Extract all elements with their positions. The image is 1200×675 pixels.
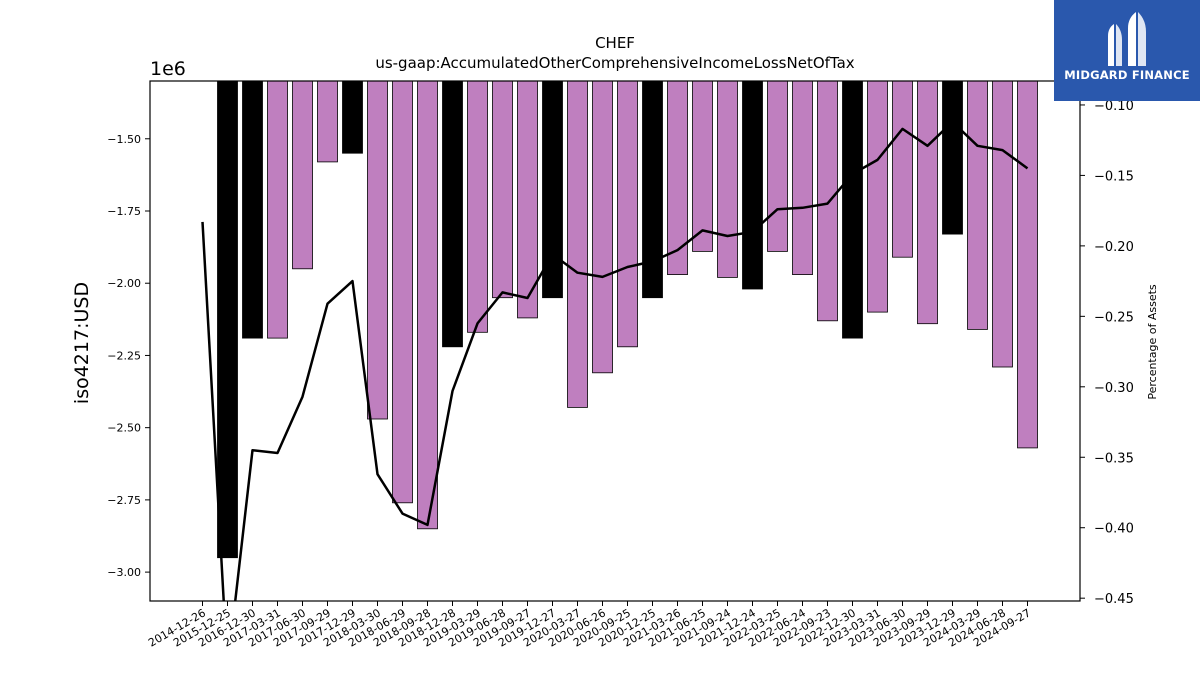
bar-2024-09-27	[1017, 81, 1038, 449]
y2-tick-label: −0.35	[1094, 451, 1134, 466]
bar-2017-06-30	[292, 81, 313, 270]
logo-mark-icon	[1108, 12, 1146, 66]
y-tick-label: −3.00	[107, 566, 141, 579]
y2-axis-label: Percentage of Assets	[1146, 284, 1159, 400]
bar-2016-12-30	[242, 81, 263, 339]
bar-2023-09-29	[917, 81, 938, 325]
y-tick-label: −1.75	[107, 205, 141, 218]
bar-2018-09-28	[417, 81, 438, 530]
y-tick-label: −2.75	[107, 494, 141, 507]
bar-2021-12-24	[742, 81, 763, 290]
pct-assets-line	[201, 120, 1029, 601]
bar-2022-06-24	[792, 81, 813, 276]
bar-2022-09-23	[817, 81, 838, 322]
y-tick-label: −1.50	[107, 133, 141, 146]
y2-tick-label: −0.10	[1094, 99, 1134, 114]
bar-2018-03-30	[367, 81, 388, 420]
bar-2019-09-27	[517, 81, 538, 319]
logo-text: MIDGARD FINANCE	[1064, 68, 1190, 82]
bar-2021-03-26	[667, 81, 688, 276]
bar-2023-06-30	[892, 81, 913, 258]
bar-2020-12-25	[642, 81, 663, 299]
bar-2019-06-28	[492, 81, 513, 299]
chart-subtitle: us-gaap:AccumulatedOtherComprehensiveInc…	[375, 54, 854, 72]
bar-2017-09-29	[317, 81, 338, 163]
company-logo: MIDGARD FINANCE	[1054, 0, 1200, 101]
y2-tick-label: −0.25	[1094, 310, 1134, 325]
y-tick-label: −2.25	[107, 349, 141, 362]
bar-2023-03-31	[867, 81, 888, 313]
y-offset-label: 1e6	[150, 58, 186, 80]
bar-2019-12-27	[542, 81, 563, 299]
y2-tick-label: −0.40	[1094, 522, 1134, 537]
bar-2020-03-27	[567, 81, 588, 408]
plot-frame	[149, 80, 1081, 602]
y-tick-label: −2.50	[107, 422, 141, 435]
bar-2020-06-26	[592, 81, 613, 374]
y2-tick-label: −0.20	[1094, 240, 1134, 255]
bar-2021-09-24	[717, 81, 738, 278]
bar-2018-12-28	[442, 81, 463, 348]
bar-2024-06-28	[992, 81, 1013, 368]
bar-2017-12-29	[342, 81, 363, 154]
bar-2022-12-30	[842, 81, 863, 339]
bar-2022-03-25	[767, 81, 788, 252]
y-axis-label: iso4217:USD	[71, 282, 93, 404]
chart-title: CHEF	[595, 34, 635, 52]
y2-tick-label: −0.15	[1094, 169, 1134, 184]
y-tick-label: −2.00	[107, 277, 141, 290]
y2-tick-label: −0.45	[1094, 592, 1134, 607]
bars-group	[217, 81, 1038, 559]
bar-2021-06-25	[692, 81, 713, 252]
bar-2015-12-25	[217, 81, 238, 559]
bar-2017-03-31	[267, 81, 288, 339]
y2-tick-label: −0.30	[1094, 381, 1134, 396]
bar-2020-09-25	[617, 81, 638, 348]
bar-2024-03-29	[967, 81, 988, 330]
bar-2023-12-29	[942, 81, 963, 235]
bar-2019-03-29	[467, 81, 488, 333]
line-group	[201, 120, 1029, 601]
bar-2018-06-29	[392, 81, 413, 504]
